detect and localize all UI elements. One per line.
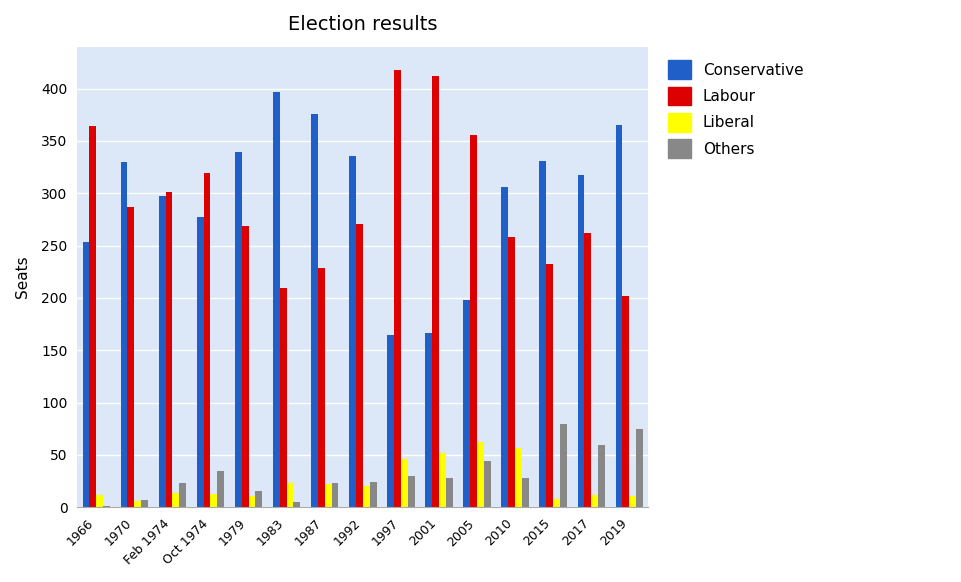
Bar bbox=[547, 264, 554, 508]
Bar bbox=[508, 237, 515, 508]
Bar bbox=[426, 333, 432, 508]
Bar bbox=[234, 152, 242, 508]
Bar bbox=[484, 461, 491, 508]
Bar bbox=[128, 207, 135, 508]
Bar bbox=[121, 162, 128, 508]
Bar bbox=[446, 478, 453, 508]
Bar bbox=[89, 126, 96, 508]
Bar bbox=[623, 296, 629, 508]
Bar bbox=[293, 502, 301, 508]
Bar bbox=[439, 453, 446, 508]
Bar bbox=[629, 496, 636, 508]
Bar bbox=[370, 482, 377, 508]
Bar bbox=[539, 161, 547, 508]
Bar bbox=[280, 289, 286, 508]
Bar bbox=[273, 92, 280, 508]
Bar bbox=[204, 173, 210, 508]
Bar bbox=[180, 483, 186, 508]
Bar bbox=[387, 335, 394, 508]
Bar bbox=[636, 429, 643, 508]
Bar bbox=[256, 491, 262, 508]
Bar bbox=[103, 506, 110, 508]
Legend: Conservative, Labour, Liberal, Others: Conservative, Labour, Liberal, Others bbox=[662, 54, 810, 164]
Bar bbox=[591, 495, 598, 508]
Bar bbox=[210, 494, 217, 508]
Bar bbox=[141, 500, 148, 508]
Bar bbox=[311, 113, 318, 508]
Bar bbox=[242, 226, 249, 508]
Bar bbox=[83, 243, 89, 508]
Bar bbox=[401, 459, 407, 508]
Bar bbox=[332, 483, 338, 508]
Bar bbox=[407, 476, 414, 508]
Bar bbox=[502, 187, 508, 508]
Bar bbox=[159, 196, 165, 508]
Bar bbox=[286, 483, 293, 508]
Bar bbox=[356, 223, 363, 508]
Title: Election results: Election results bbox=[288, 15, 437, 34]
Bar bbox=[249, 496, 256, 508]
Bar bbox=[616, 125, 623, 508]
Bar bbox=[598, 445, 605, 508]
Bar bbox=[578, 175, 584, 508]
Bar bbox=[165, 192, 172, 508]
Bar bbox=[96, 495, 103, 508]
Bar bbox=[463, 300, 470, 508]
Bar bbox=[432, 76, 439, 508]
Bar bbox=[172, 492, 180, 508]
Bar bbox=[522, 478, 529, 508]
Bar bbox=[477, 442, 484, 508]
Bar bbox=[135, 501, 141, 508]
Bar bbox=[584, 233, 591, 508]
Bar bbox=[325, 484, 332, 508]
Bar bbox=[470, 134, 477, 508]
Bar bbox=[554, 499, 560, 508]
Bar bbox=[197, 217, 204, 508]
Bar bbox=[217, 471, 224, 508]
Bar bbox=[318, 268, 325, 508]
Bar bbox=[394, 70, 401, 508]
Bar bbox=[515, 448, 522, 508]
Bar bbox=[560, 424, 567, 508]
Bar bbox=[349, 155, 356, 508]
Y-axis label: Seats: Seats bbox=[15, 255, 30, 298]
Bar bbox=[363, 487, 370, 508]
